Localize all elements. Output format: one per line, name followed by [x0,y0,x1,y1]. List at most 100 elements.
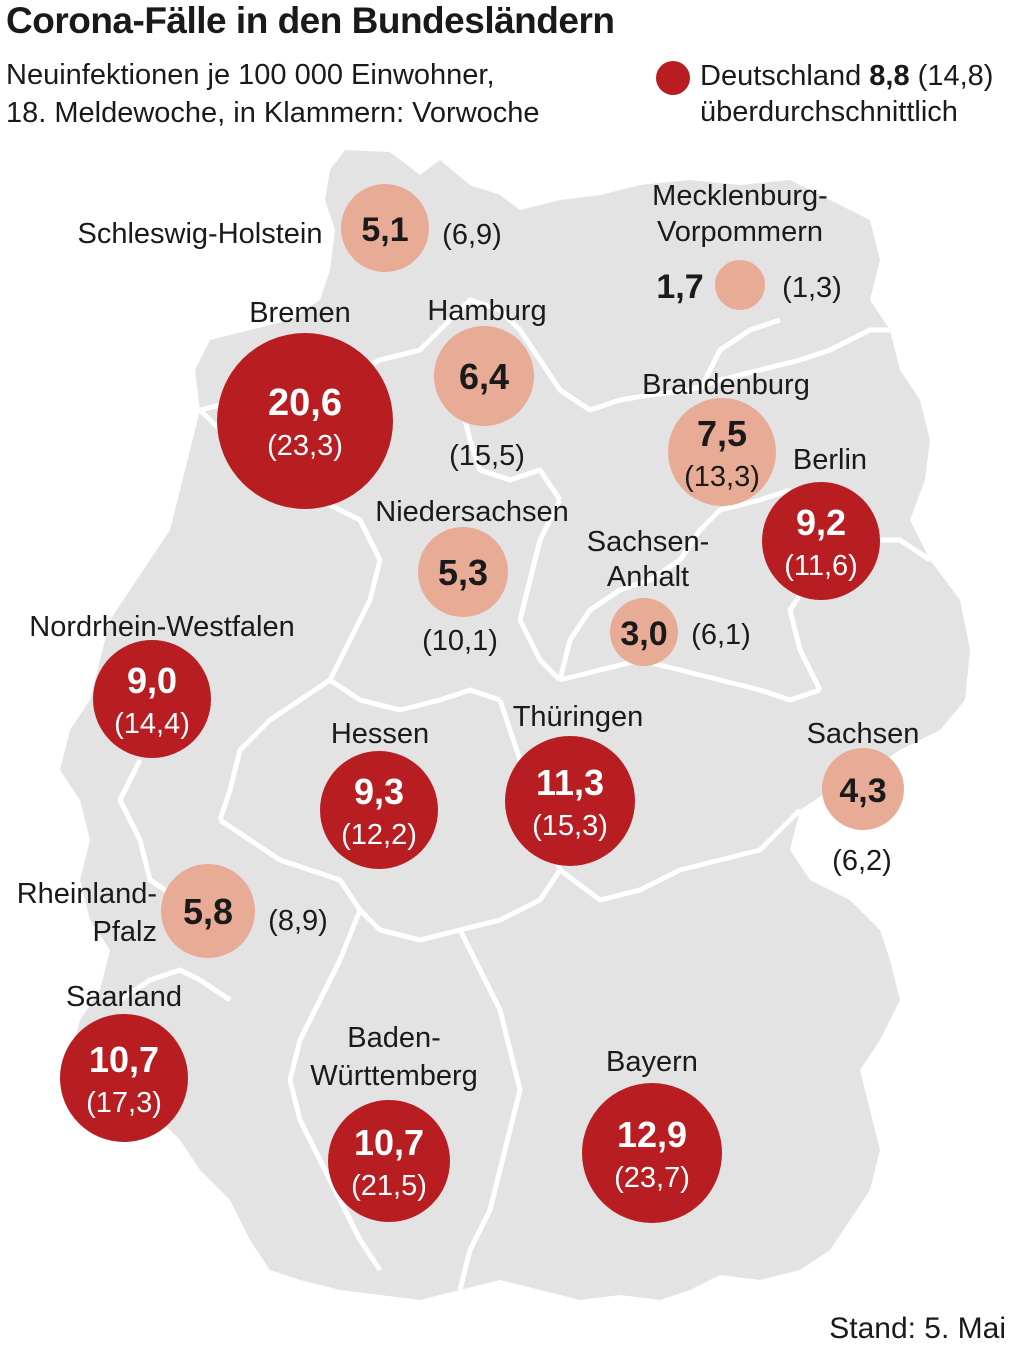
state-name: Hamburg [427,295,546,327]
state-bubble [505,736,635,866]
state-previous: (12,2) [341,819,417,851]
state-name: Pfalz [93,916,157,948]
state-previous: (8,9) [268,905,328,937]
stand-date: Stand: 5. Mai [829,1312,1006,1345]
state-name: Nordrhein-Westfalen [29,611,294,643]
state-bubble [328,1100,450,1222]
state-name: Thüringen [513,701,644,733]
state-name: Württemberg [310,1060,478,1092]
state-name: Baden- [347,1022,441,1054]
state-marker: Niedersachsen 5,3 (10,1) [375,496,568,657]
state-name: Sachsen- [587,526,710,558]
state-bubble [60,1014,188,1142]
state-bubble [93,640,211,758]
state-name: Saarland [66,981,182,1013]
state-marker: Thüringen 11,3 (15,3) [505,701,643,866]
state-marker: Berlin 9,2 (11,6) [762,444,880,600]
state-border [217,677,332,821]
state-previous: (13,3) [684,461,760,493]
state-value: 3,0 [620,615,667,653]
state-bubble [762,482,880,600]
legend-note: überdurchschnittlich [700,96,958,128]
state-marker: Mecklenburg- Vorpommern 1,7 (1,3) [652,180,842,310]
state-value: 12,9 [617,1114,687,1155]
state-value: 5,1 [361,211,408,249]
state-bubble [610,598,678,666]
state-border [118,967,232,1003]
state-name: Niedersachsen [375,496,568,528]
state-border [218,817,363,912]
subtitle: Neuinfektionen je 100 000 Einwohner, 18.… [6,56,540,132]
state-previous: (15,3) [532,810,608,842]
state-bubble [434,326,534,426]
state-value: 5,8 [183,891,233,932]
state-value: 9,2 [796,502,846,543]
state-marker: Schleswig-Holstein 5,1 (6,9) [78,184,502,272]
legend-dot [656,61,690,95]
state-marker: Sachsen-Anhalt 3,0 (6,1) [587,526,751,666]
state-marker: Saarland 10,7 (17,3) [60,981,188,1142]
state-name: Bayern [606,1046,698,1078]
state-bubbles: Schleswig-Holstein 5,1 (6,9) Mecklenburg- Vo… [17,180,920,1223]
state-name: Brandenburg [642,369,810,401]
state-marker: Bremen 20,6 (23,3) [217,297,393,509]
legend-value: 8,8 [869,60,910,92]
state-name: Rheinland- [17,878,157,910]
state-marker: Nordrhein-Westfalen 9,0 (14,4) [29,611,295,758]
state-value: 9,0 [127,660,177,701]
state-border [559,657,821,703]
state-previous: (6,2) [832,845,892,877]
state-bubble [668,398,776,506]
state-name: Sachsen [807,718,920,750]
page-title: Corona-Fälle in den Bundesländern [6,0,615,41]
state-previous: (23,7) [614,1162,690,1194]
state-previous: (17,3) [86,1087,162,1119]
state-previous: (11,6) [784,550,858,582]
state-border [287,909,383,1272]
state-previous: (10,1) [422,625,498,657]
legend-previous: (14,8) [917,60,994,92]
state-border [328,677,501,713]
state-value: 10,7 [89,1039,159,1080]
state-border [517,327,890,413]
state-border [457,399,563,502]
state-border [697,317,781,392]
state-previous: (14,4) [114,708,190,740]
state-bubble [341,184,429,272]
state-name: Hessen [331,718,429,750]
state-value: 4,3 [839,772,886,810]
subtitle-line-2: 18. Meldewoche, in Klammern: Vorwoche [6,97,540,129]
legend-label: Deutschland [700,60,862,92]
state-name: Bremen [249,297,351,329]
state-name: Berlin [793,444,867,476]
state-value: 20,6 [268,382,342,424]
state-value: 9,3 [354,771,404,812]
state-value: 10,7 [354,1122,424,1163]
state-marker: Hessen 9,3 (12,2) [320,718,438,869]
state-bubble [217,333,393,509]
state-bubble [822,748,904,830]
state-bubble [320,751,438,869]
state-bubble [715,260,765,310]
state-border [517,498,563,682]
state-previous: (23,3) [267,430,343,462]
state-marker: Rheinland- Pfalz 5,8 (8,9) [17,864,328,958]
state-previous: (1,3) [782,272,842,304]
state-value: 11,3 [536,762,604,803]
subtitle-line-1: Neuinfektionen je 100 000 Einwohner, [6,59,495,91]
state-name: Vorpommern [657,216,823,248]
state-name: Anhalt [607,561,689,593]
state-bubble [161,864,255,958]
state-previous: (6,9) [442,219,502,251]
state-marker: Sachsen 4,3 (6,2) [807,718,920,877]
state-previous: (15,5) [449,440,525,472]
state-previous: (6,1) [691,619,751,651]
state-previous: (21,5) [351,1170,427,1202]
state-marker: Bayern 12,9 (23,7) [582,1046,722,1223]
state-marker: Hamburg 6,4 (15,5) [427,295,546,472]
legend-text: Deutschland 8,8 (14,8) [700,58,993,94]
state-value: 6,4 [459,356,509,397]
state-value: 5,3 [438,552,488,593]
